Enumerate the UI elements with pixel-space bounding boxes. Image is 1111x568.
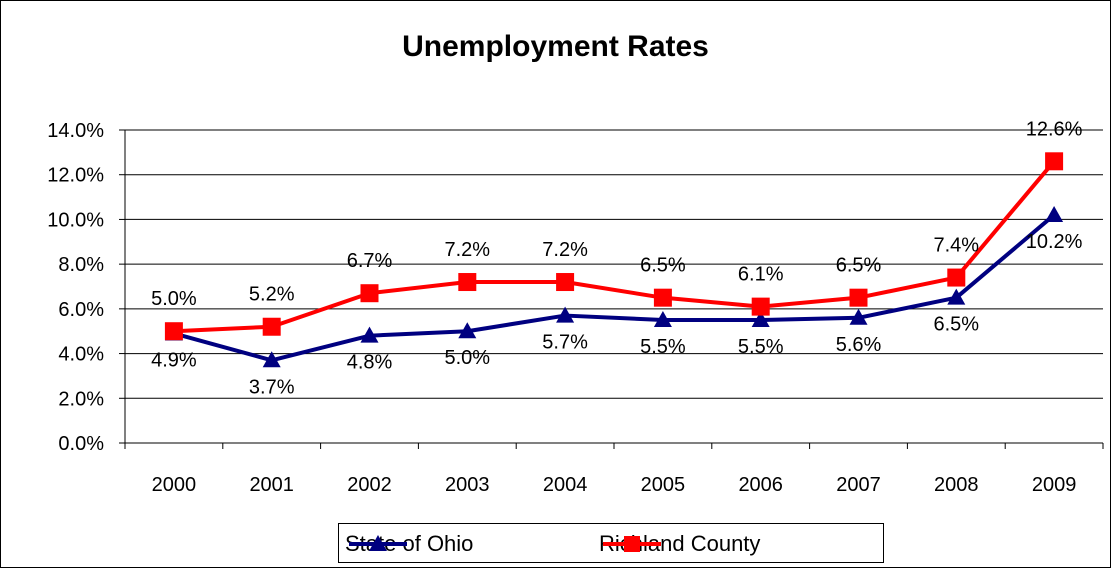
data-point-square (1045, 152, 1064, 171)
data-label: 6.5% (836, 255, 882, 277)
chart-title: Unemployment Rates (402, 30, 709, 63)
data-point-square (556, 273, 575, 292)
y-tick-label: 0.0% (58, 433, 104, 455)
legend-item-richland-county: Richland County (597, 524, 760, 564)
x-tick-label: 2003 (445, 474, 490, 496)
data-point-square (360, 284, 379, 303)
x-tick-label: 2001 (249, 474, 294, 496)
data-point-triangle (947, 288, 966, 305)
data-label: 7.2% (542, 239, 588, 261)
legend: State of Ohio Richland County (338, 523, 884, 563)
x-tick-label: 2000 (152, 474, 197, 496)
data-point-triangle (360, 326, 379, 343)
x-tick-label: 2008 (934, 474, 979, 496)
data-label: 6.1% (738, 264, 784, 286)
data-label: 5.6% (836, 334, 882, 356)
data-point-triangle (458, 322, 477, 339)
data-label: 4.9% (151, 349, 197, 371)
data-point-square (262, 317, 281, 336)
data-label: 6.5% (640, 255, 686, 277)
y-tick-label: 12.0% (47, 165, 104, 187)
data-label: 6.5% (934, 314, 980, 336)
data-label: 7.4% (934, 235, 980, 257)
data-label: 5.0% (151, 288, 197, 310)
data-point-triangle (556, 306, 575, 323)
legend-item-state-of-ohio: State of Ohio (343, 524, 473, 564)
data-point-triangle (262, 351, 281, 368)
data-label: 4.8% (347, 352, 393, 374)
data-point-square (751, 297, 770, 316)
data-point-square (947, 268, 966, 287)
y-tick-label: 10.0% (47, 209, 104, 231)
data-point-square (458, 273, 477, 292)
data-point-square (849, 288, 868, 307)
data-label: 5.5% (640, 336, 686, 358)
data-point-square (164, 322, 183, 341)
x-tick-label: 2006 (738, 474, 783, 496)
y-tick-label: 6.0% (58, 299, 104, 321)
series-line-state-of-ohio (173, 213, 1056, 363)
data-label: 5.7% (542, 332, 588, 354)
data-label: 12.6% (1026, 118, 1083, 140)
series-line-richland-county (173, 160, 1056, 334)
legend-swatch-square-icon (603, 536, 661, 552)
data-label: 6.7% (347, 250, 393, 272)
y-tick-label: 14.0% (47, 120, 104, 142)
data-point-square (653, 288, 672, 307)
x-tick-label: 2004 (543, 474, 588, 496)
data-label: 5.5% (738, 336, 784, 358)
data-label: 5.0% (445, 347, 491, 369)
data-label: 10.2% (1026, 231, 1083, 253)
data-label: 3.7% (249, 376, 295, 398)
y-tick-label: 4.0% (58, 344, 104, 366)
data-label: 7.2% (445, 239, 491, 261)
data-point-triangle (653, 311, 672, 328)
y-tick-label: 8.0% (58, 254, 104, 276)
x-tick-label: 2007 (836, 474, 881, 496)
data-point-triangle (1045, 205, 1064, 222)
x-tick-label: 2002 (347, 474, 392, 496)
legend-swatch-triangle-icon (349, 535, 407, 551)
x-tick-label: 2009 (1032, 474, 1077, 496)
x-tick-label: 2005 (641, 474, 686, 496)
data-point-triangle (751, 311, 770, 328)
y-tick-label: 2.0% (58, 388, 104, 410)
data-point-triangle (849, 308, 868, 325)
data-label: 5.2% (249, 284, 295, 306)
